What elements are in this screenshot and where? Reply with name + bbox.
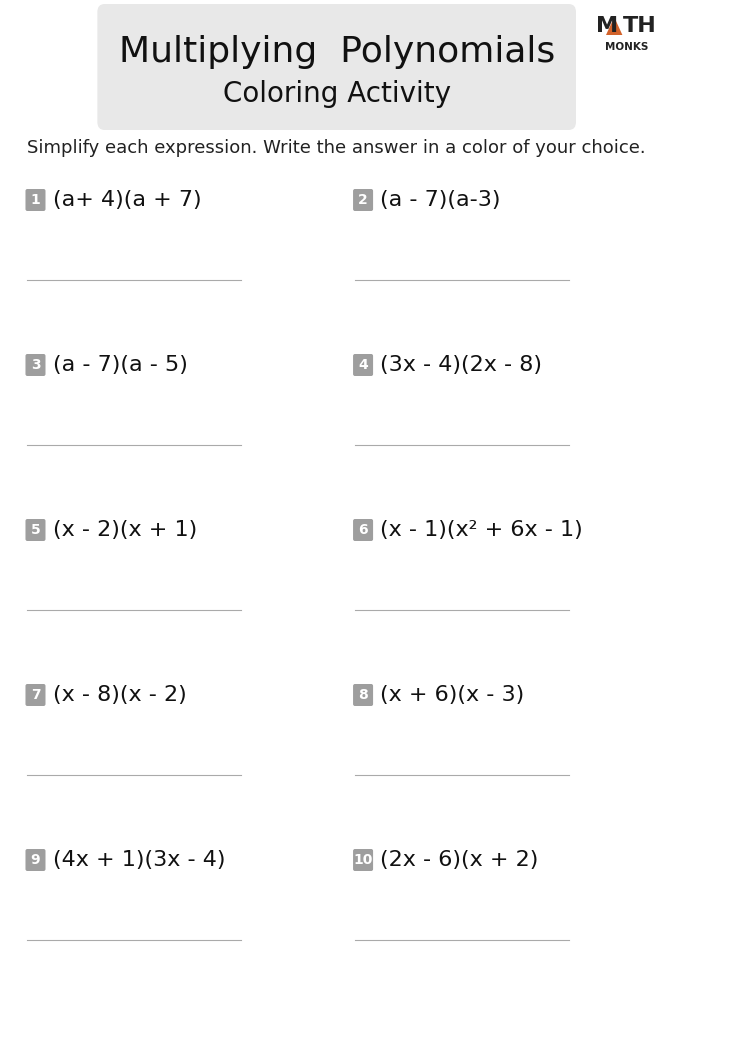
Polygon shape <box>606 17 623 35</box>
Text: 4: 4 <box>358 358 368 372</box>
Text: 8: 8 <box>358 688 368 702</box>
Text: (x + 6)(x - 3): (x + 6)(x - 3) <box>381 685 525 705</box>
FancyBboxPatch shape <box>25 354 45 376</box>
Text: (3x - 4)(2x - 8): (3x - 4)(2x - 8) <box>381 355 542 375</box>
Text: (2x - 6)(x + 2): (2x - 6)(x + 2) <box>381 850 539 870</box>
Text: (x - 1)(x² + 6x - 1): (x - 1)(x² + 6x - 1) <box>381 520 583 540</box>
Text: 5: 5 <box>30 523 40 537</box>
Text: (a+ 4)(a + 7): (a+ 4)(a + 7) <box>53 190 201 210</box>
Text: M: M <box>596 16 618 36</box>
Text: (x - 2)(x + 1): (x - 2)(x + 1) <box>53 520 197 540</box>
Text: 1: 1 <box>30 193 40 207</box>
Text: 9: 9 <box>30 853 40 867</box>
Text: 7: 7 <box>30 688 40 702</box>
Text: 6: 6 <box>358 523 368 537</box>
Text: Coloring Activity: Coloring Activity <box>223 80 450 108</box>
FancyBboxPatch shape <box>97 4 576 130</box>
Text: (a - 7)(a-3): (a - 7)(a-3) <box>381 190 501 210</box>
Text: 10: 10 <box>353 853 372 867</box>
FancyBboxPatch shape <box>25 189 45 211</box>
FancyBboxPatch shape <box>25 849 45 872</box>
FancyBboxPatch shape <box>353 519 373 541</box>
Text: TH: TH <box>623 16 657 36</box>
FancyBboxPatch shape <box>353 684 373 706</box>
FancyBboxPatch shape <box>353 849 373 872</box>
FancyBboxPatch shape <box>25 519 45 541</box>
FancyBboxPatch shape <box>353 189 373 211</box>
Text: 3: 3 <box>30 358 40 372</box>
FancyBboxPatch shape <box>25 684 45 706</box>
FancyBboxPatch shape <box>353 354 373 376</box>
Text: (4x + 1)(3x - 4): (4x + 1)(3x - 4) <box>53 850 226 870</box>
Text: MONKS: MONKS <box>605 42 649 52</box>
Text: Multiplying  Polynomials: Multiplying Polynomials <box>119 35 555 69</box>
Text: Simplify each expression. Write the answer in a color of your choice.: Simplify each expression. Write the answ… <box>27 139 646 157</box>
Text: (a - 7)(a - 5): (a - 7)(a - 5) <box>53 355 188 375</box>
Text: 2: 2 <box>358 193 368 207</box>
Text: (x - 8)(x - 2): (x - 8)(x - 2) <box>53 685 186 705</box>
